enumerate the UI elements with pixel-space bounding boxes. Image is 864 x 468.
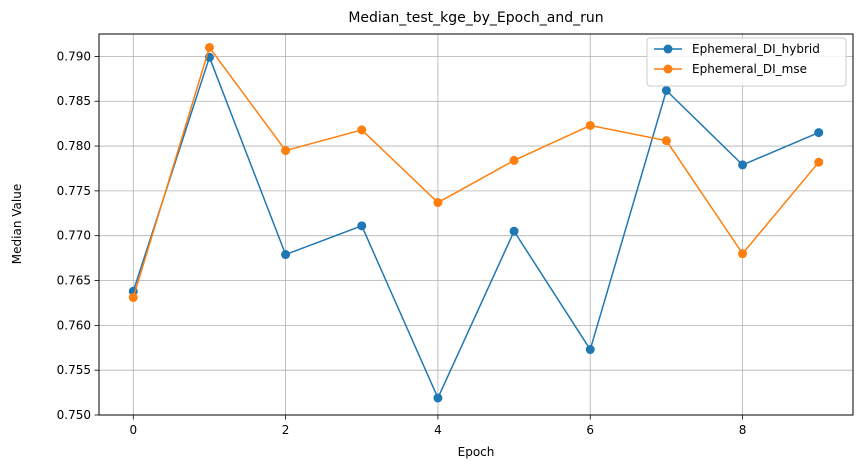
data-point-ephemeral-di-hybrid [738, 160, 748, 170]
y-tick-label: 0.780 [57, 139, 91, 153]
x-tick-label: 6 [586, 423, 594, 437]
series-ephemeral-di-hybrid [128, 52, 824, 403]
data-point-ephemeral-di-mse [585, 120, 595, 130]
data-point-ephemeral-di-mse [509, 155, 519, 165]
y-tick-label: 0.755 [57, 363, 91, 377]
y-tick-label: 0.770 [57, 229, 91, 243]
data-point-ephemeral-di-mse [814, 157, 824, 167]
legend-label: Ephemeral_DI_mse [692, 62, 807, 76]
series-layer [128, 42, 824, 403]
data-point-ephemeral-di-hybrid [585, 345, 595, 355]
data-point-ephemeral-di-hybrid [357, 221, 367, 231]
data-point-ephemeral-di-mse [433, 198, 443, 208]
data-point-ephemeral-di-mse [204, 42, 214, 52]
y-tick-label: 0.760 [57, 318, 91, 332]
y-tick-label: 0.785 [57, 94, 91, 108]
data-point-ephemeral-di-mse [661, 136, 671, 146]
legend-label: Ephemeral_DI_hybrid [692, 42, 820, 56]
legend-swatch-marker [663, 64, 673, 74]
plot-frame [98, 33, 854, 416]
x-axis-title: Epoch [458, 445, 495, 459]
y-axis-title: Median Value [10, 184, 24, 264]
data-point-ephemeral-di-hybrid [433, 393, 443, 403]
data-point-ephemeral-di-hybrid [661, 85, 671, 95]
data-point-ephemeral-di-hybrid [814, 128, 824, 138]
chart-title: Median_test_kge_by_Epoch_and_run [348, 10, 603, 26]
data-point-ephemeral-di-hybrid [509, 226, 519, 236]
legend-swatch-marker [663, 44, 673, 54]
x-tick-label: 8 [739, 423, 747, 437]
x-tick-label: 4 [434, 423, 442, 437]
y-tick-label: 0.790 [57, 49, 91, 63]
axis-ticks: 0 2 4 6 8 0.750 0.755 0.760 0.765 0.770 0.775 0.780… [57, 49, 747, 437]
y-tick-label: 0.750 [57, 408, 91, 422]
legend-item: Ephemeral_DI_mse [654, 62, 807, 76]
legend-item: Ephemeral_DI_hybrid [654, 42, 820, 56]
data-point-ephemeral-di-mse [738, 249, 748, 259]
series-ephemeral-di-mse [128, 42, 824, 303]
y-tick-label: 0.765 [57, 274, 91, 288]
data-point-ephemeral-di-hybrid [281, 250, 291, 260]
data-point-ephemeral-di-mse [281, 146, 291, 156]
data-point-ephemeral-di-mse [128, 293, 138, 303]
series-line-ephemeral-di-hybrid [132, 56, 820, 399]
x-tick-label: 2 [282, 423, 290, 437]
x-tick-label: 0 [129, 423, 137, 437]
series-line-ephemeral-di-mse [132, 46, 820, 298]
data-point-ephemeral-di-mse [357, 125, 367, 135]
grid [99, 34, 853, 416]
legend-box [646, 37, 847, 87]
y-tick-label: 0.775 [57, 184, 91, 198]
legend: Ephemeral_DI_hybrid Ephemeral_DI_mse [646, 37, 847, 87]
